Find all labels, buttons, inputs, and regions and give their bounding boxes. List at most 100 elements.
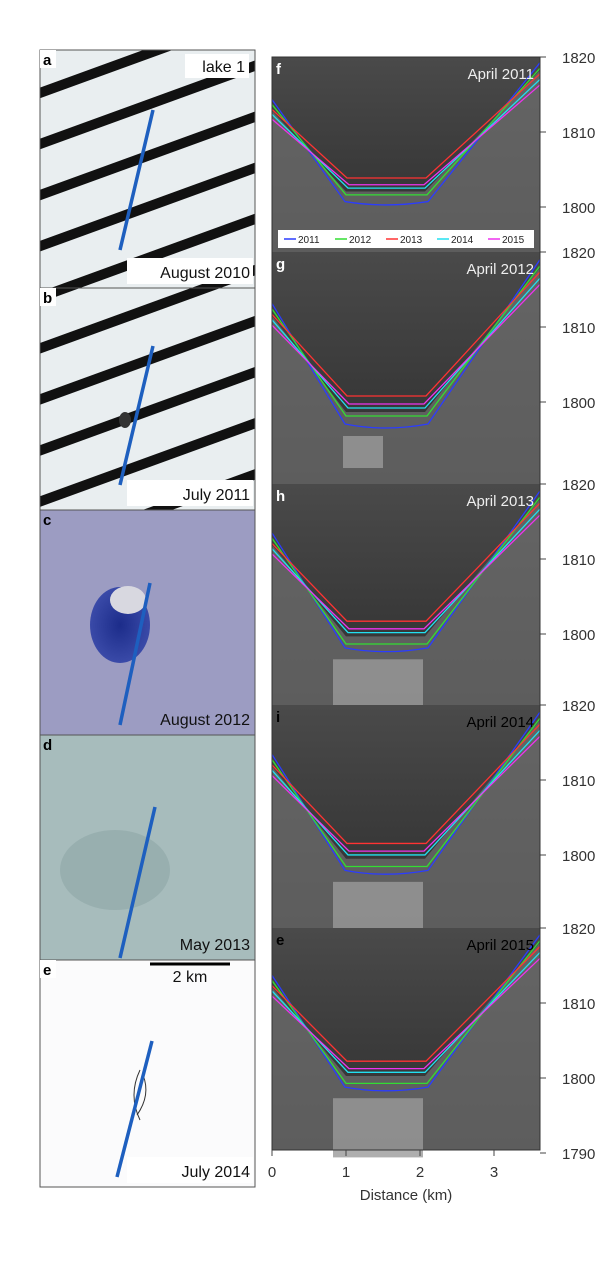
panel-letter: c: [43, 512, 51, 529]
panel-date: August 2010: [160, 265, 250, 282]
profile-line: [271, 514, 541, 630]
image-panel: [39, 287, 256, 511]
panel-letter: h: [276, 488, 285, 505]
x-tick-label: 2: [416, 1164, 424, 1181]
x-tick-label: 1: [342, 1164, 350, 1181]
y-tick-label: 1820: [562, 477, 595, 494]
profile-line: [271, 934, 541, 1092]
panel-date: May 2013: [180, 937, 250, 954]
ice-return: [272, 499, 540, 705]
panel-date: April 2011: [468, 66, 534, 83]
profile-line: [271, 78, 541, 189]
profile-line: [271, 723, 541, 845]
panel-letter: e: [43, 962, 51, 979]
y-tick-label: 1820: [562, 698, 595, 715]
profile-line: [271, 84, 541, 186]
profile-line: [271, 502, 541, 622]
legend-label: 2011: [298, 235, 320, 246]
scale-label: 2 km: [173, 969, 208, 986]
y-tick-label: 1820: [562, 921, 595, 938]
profile-line: [271, 729, 541, 856]
profile-line: [271, 946, 541, 1062]
panel-date: July 2011: [183, 487, 250, 504]
panel-letter: e: [276, 932, 284, 949]
panel-letter: d: [43, 737, 52, 754]
panel-letter: g: [276, 256, 285, 273]
date-bg: [127, 1157, 253, 1183]
transect: [115, 1040, 154, 1178]
profile-line: [271, 265, 541, 417]
y-tick-label: 1820: [562, 245, 595, 262]
transect: [118, 345, 155, 486]
legend-label: 2012: [349, 235, 372, 246]
legend-label: 2014: [451, 235, 474, 246]
profile-line: [271, 271, 541, 397]
y-tick-label: 1810: [562, 320, 595, 337]
y-tick-label: 1800: [562, 627, 595, 644]
date-bg: [127, 480, 253, 506]
panel-letter: i: [276, 709, 280, 726]
profile-line: [271, 735, 541, 852]
y-tick-label: 1800: [562, 395, 595, 412]
panel-letter: b: [43, 290, 52, 307]
y-tick-label: 1810: [562, 996, 595, 1013]
image-panel: [39, 49, 256, 289]
legend-label: 2013: [400, 235, 423, 246]
x-axis-label: Distance (km): [360, 1187, 453, 1204]
transect: [118, 582, 152, 726]
y-tick-label: 1820: [562, 50, 595, 67]
lake-spot: [119, 412, 131, 428]
profile-line: [271, 490, 541, 653]
profile-line: [271, 717, 541, 868]
profile-line: [271, 283, 541, 405]
note-bg: [185, 54, 249, 78]
shadow: [60, 830, 170, 910]
date-bg: [127, 258, 253, 284]
panel-date: April 2013: [466, 493, 534, 510]
profile-line: [271, 259, 541, 429]
panel-letter: f: [276, 61, 282, 78]
y-tick-label: 1800: [562, 1071, 595, 1088]
panel-date: August 2012: [160, 712, 250, 729]
image-panel: [39, 959, 256, 1188]
lake-return: [343, 436, 383, 468]
legend-label: 2015: [502, 235, 525, 246]
y-tick-label: 1810: [562, 552, 595, 569]
profile-line: [271, 67, 541, 196]
ice-return: [272, 720, 540, 928]
y-tick-label: 1800: [562, 200, 595, 217]
y-tick-label: 1800: [562, 848, 595, 865]
profile-line: [271, 940, 541, 1085]
profile-line: [271, 62, 541, 206]
panel-date: April 2012: [466, 261, 534, 278]
axes-frame: [271, 56, 541, 1151]
legend: [278, 230, 534, 248]
ice-return: [272, 268, 540, 484]
profile-line: [271, 711, 541, 875]
y-tick-label: 1790: [562, 1146, 595, 1163]
lake-ice: [110, 586, 146, 614]
lake-return: [333, 1098, 423, 1158]
y-tick-label: 1810: [562, 773, 595, 790]
panel-note: lake 1: [202, 59, 245, 76]
label-bg: [40, 960, 56, 978]
transect: [118, 806, 157, 959]
profile-line: [271, 496, 541, 645]
ice-return: [272, 70, 540, 252]
panel-letter: a: [43, 52, 52, 69]
panel-date: April 2015: [466, 937, 534, 954]
profile-line: [271, 277, 541, 409]
panel-date: April 2014: [466, 714, 534, 731]
x-tick-label: 3: [490, 1164, 498, 1181]
panel-date: July 2014: [182, 1164, 251, 1181]
profile-line: [271, 957, 541, 1070]
profile-line: [271, 951, 541, 1073]
y-tick-label: 1810: [562, 125, 595, 142]
label-bg: [40, 288, 56, 306]
x-tick-label: 0: [268, 1164, 276, 1181]
profile-line: [271, 73, 541, 179]
transect: [118, 109, 155, 251]
profile-line: [271, 508, 541, 634]
label-bg: [40, 50, 56, 68]
